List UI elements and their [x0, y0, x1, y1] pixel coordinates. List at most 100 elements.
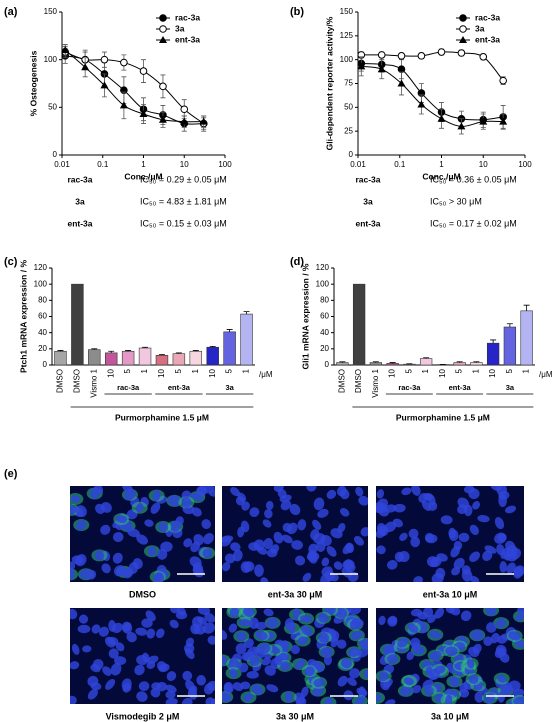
x-tick-label: 5 [123, 368, 132, 373]
nucleus [181, 496, 192, 509]
x-tick-label: 1 [141, 160, 146, 169]
bar [189, 350, 203, 366]
y-tick-label: 50 [48, 102, 57, 111]
nucleus [340, 658, 352, 669]
nucleus [196, 486, 207, 497]
point [81, 63, 90, 71]
nucleus [230, 487, 240, 497]
nucleus [411, 642, 421, 651]
x-tick-label: 10 [488, 368, 497, 377]
nucleus [330, 636, 339, 648]
nucleus [337, 522, 346, 533]
ic50-compound: ent-3a [355, 218, 380, 228]
nucleus [513, 696, 524, 704]
nucleus [497, 674, 507, 683]
nucleus [158, 522, 169, 532]
nucleus [274, 655, 283, 665]
nucleus [497, 635, 508, 644]
bar [155, 354, 169, 366]
nucleus [75, 554, 87, 567]
ic50-compound: ent-3a [67, 218, 92, 228]
bar [223, 331, 236, 366]
bar [352, 283, 366, 366]
nucleus [273, 486, 284, 492]
nucleus [75, 505, 87, 518]
x-axis-label: Conc./μM [124, 171, 162, 181]
nucleus [516, 608, 524, 614]
nucleus [147, 655, 159, 664]
bar [520, 310, 533, 366]
point [479, 53, 488, 61]
nucleus [320, 647, 333, 657]
nucleus [165, 684, 177, 693]
error-bar [142, 346, 149, 349]
nucleus [255, 621, 268, 630]
x-tick-label: DMSO [354, 369, 363, 393]
nucleus [193, 534, 204, 546]
y-tick-label: 150 [340, 7, 354, 16]
nucleus [232, 549, 243, 562]
error-bar [158, 354, 165, 356]
y-tick-label: 50 [344, 102, 353, 111]
nucleus [449, 676, 460, 687]
legend-label: 3a [475, 23, 485, 33]
nucleus [238, 662, 249, 673]
nucleus [134, 664, 145, 676]
nucleus [229, 668, 238, 678]
nucleus [70, 569, 75, 580]
x-tick-label: 0.01 [350, 160, 366, 169]
nucleus [397, 637, 409, 648]
point [417, 100, 426, 108]
x-tick-label: 1 [421, 368, 430, 373]
nucleus [224, 553, 236, 564]
nucleus [514, 639, 524, 649]
nucleus [182, 670, 193, 681]
nucleus [70, 495, 81, 503]
nucleus [197, 616, 207, 626]
nucleus [77, 624, 91, 634]
nucleus [238, 618, 251, 627]
nucleus [494, 647, 506, 659]
point [180, 117, 189, 125]
x-tick-label: 10 [438, 368, 447, 377]
nucleus [102, 666, 112, 676]
nucleus [482, 550, 493, 562]
image-caption: ent-3a 30 μM [268, 589, 323, 599]
y-tick-label: 100 [44, 55, 58, 64]
nucleus [261, 657, 272, 666]
error-bar [108, 350, 115, 353]
nucleus [240, 681, 251, 690]
bar [486, 342, 500, 366]
nucleus [463, 486, 475, 494]
nucleus [108, 619, 116, 632]
bar [403, 363, 416, 366]
nucleus [399, 532, 408, 541]
nucleus [122, 486, 134, 493]
error-bar [91, 348, 98, 350]
x-tick-label: 1 [471, 368, 480, 373]
nucleus [175, 516, 184, 526]
nucleus [132, 558, 143, 570]
nucleus [82, 645, 92, 653]
nucleus [468, 674, 479, 684]
nucleus [351, 617, 364, 628]
nucleus [393, 503, 406, 513]
nucleus [406, 651, 415, 661]
bar [419, 358, 433, 366]
nucleus [376, 489, 385, 499]
nucleus [222, 535, 234, 543]
nucleus [243, 561, 255, 572]
panel-letter: (a) [4, 6, 18, 18]
nucleus [145, 610, 156, 622]
nucleus [78, 614, 89, 624]
nucleus [126, 631, 137, 643]
y-tick-label: 40 [38, 328, 47, 337]
nucleus [505, 540, 516, 553]
error-bar [423, 357, 430, 359]
legend-label: rac-3a [175, 12, 200, 22]
legend-label: ent-3a [475, 34, 500, 44]
group-label: 3a [506, 383, 515, 392]
nucleus [323, 654, 333, 666]
nucleus [191, 507, 202, 517]
y-tick-label: 120 [316, 263, 330, 272]
